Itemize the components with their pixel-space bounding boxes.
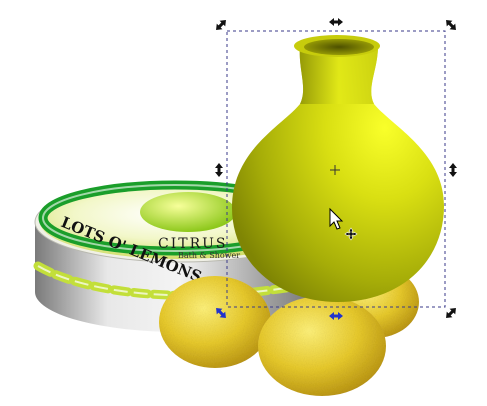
scale-handle-bottom[interactable] (329, 312, 343, 320)
lemon-left (159, 276, 271, 368)
scale-handle-bottom-left[interactable] (213, 305, 229, 321)
scale-handle-left[interactable] (215, 163, 223, 177)
vase-body (232, 46, 444, 302)
center-cross-icon[interactable] (330, 165, 340, 175)
scale-handle-bottom-right[interactable] (443, 305, 459, 321)
tin-product-text: CITRUS (158, 236, 228, 252)
scale-handle-top-right[interactable] (443, 17, 459, 33)
vase-neck (299, 46, 378, 104)
tin-stripe-highlight (37, 265, 321, 297)
move-cross-icon (344, 227, 358, 241)
vase-opening (304, 39, 374, 55)
lemon-front (258, 296, 386, 396)
pointer-arrow-icon (329, 207, 344, 230)
scale-handle-top-left[interactable] (213, 17, 229, 33)
scale-handle-top[interactable] (329, 18, 343, 26)
vase-object[interactable] (232, 35, 444, 302)
lemon-group[interactable] (159, 266, 419, 396)
tin-subtitle-text: Bath & Shower (178, 251, 240, 260)
tin-lemon-badge (140, 192, 236, 232)
selection-bbox (226, 30, 446, 308)
selection-overlay (213, 17, 459, 321)
scale-handle-right[interactable] (449, 163, 457, 177)
